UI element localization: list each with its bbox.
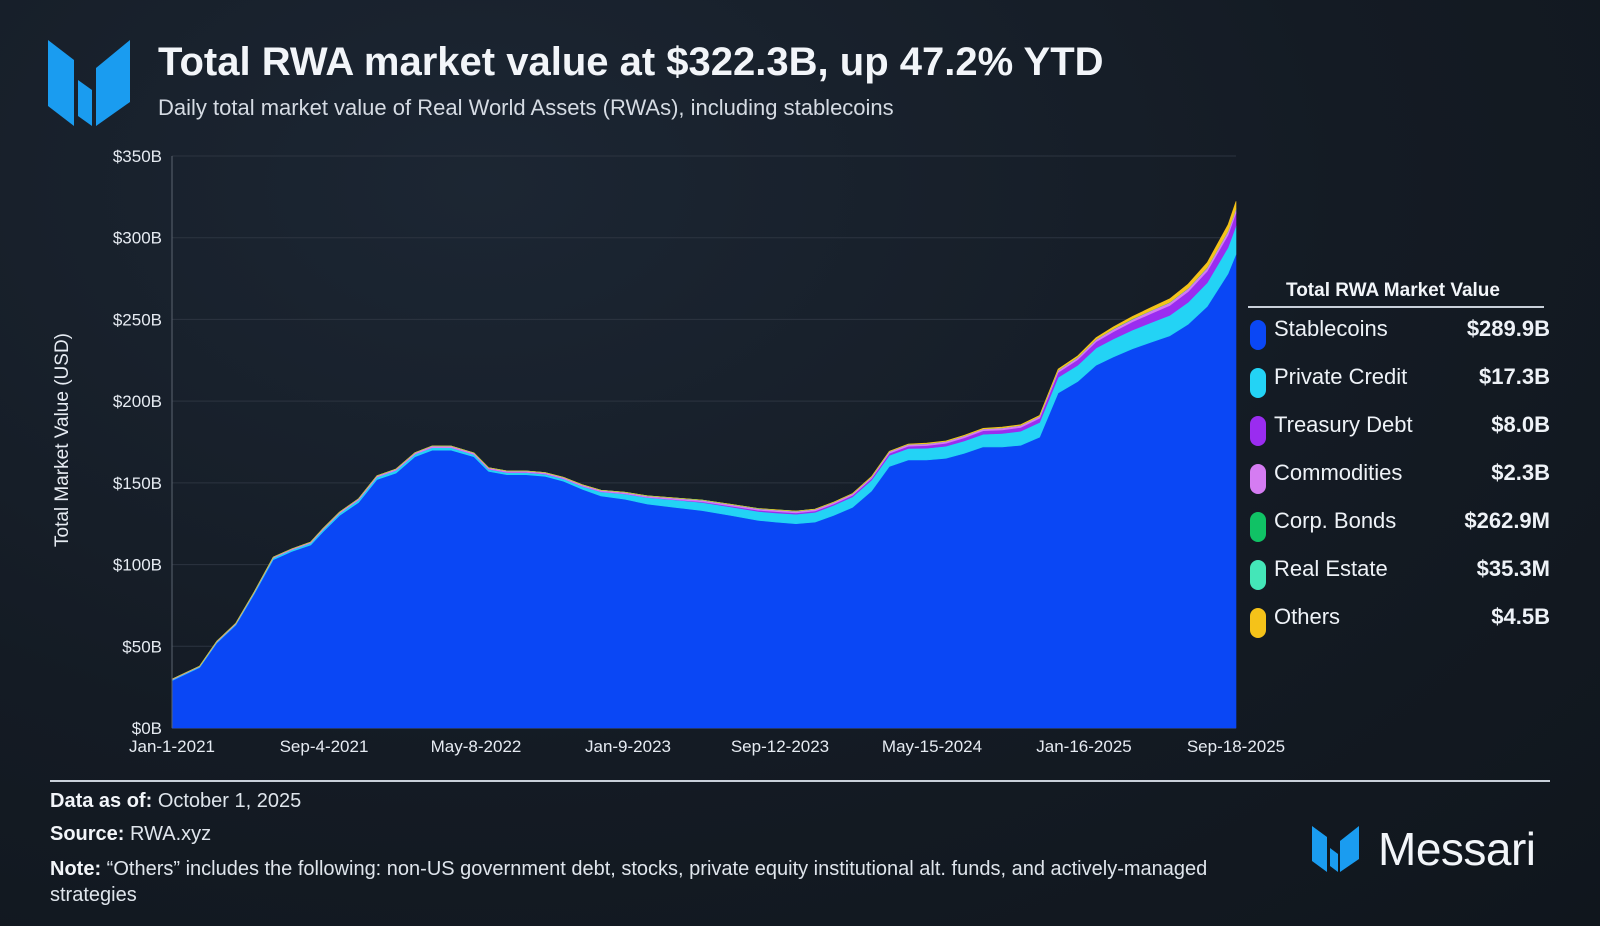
legend-items: Stablecoins $289.9B Private Credit $17.3… xyxy=(1250,312,1550,648)
x-tick-label: Jan-1-2021 xyxy=(129,737,215,756)
legend-item-private-credit: Private Credit $17.3B xyxy=(1250,360,1550,408)
source-value: RWA.xyz xyxy=(130,823,212,845)
x-tick-label: Sep-4-2021 xyxy=(280,737,369,756)
legend-value: $289.9B xyxy=(1466,316,1550,341)
legend-swatch xyxy=(1250,560,1266,590)
legend-item-real-estate: Real Estate $35.3M xyxy=(1250,552,1550,600)
legend-item-treasury-debt: Treasury Debt $8.0B xyxy=(1250,408,1550,456)
messari-brand-logo-icon xyxy=(1312,826,1359,872)
y-tick-label: $300B xyxy=(113,229,162,248)
legend-value: $8.0B xyxy=(1491,412,1550,437)
x-tick-label: Jan-16-2025 xyxy=(1036,737,1131,756)
legend-label: Others xyxy=(1274,604,1341,629)
legend-item-others: Others $4.5B xyxy=(1250,600,1550,648)
x-tick-label: May-15-2024 xyxy=(882,737,982,756)
legend-item-stablecoins: Stablecoins $289.9B xyxy=(1250,312,1550,360)
y-tick-label: $200B xyxy=(113,392,162,411)
source-label: Source: xyxy=(50,823,125,845)
legend-swatch xyxy=(1250,416,1266,446)
source: Source: RWA.xyz xyxy=(50,823,211,846)
x-tick-label: Sep-18-2025 xyxy=(1187,737,1285,756)
note: Note: “Others” includes the following: n… xyxy=(50,856,1290,908)
area-series-stablecoins xyxy=(171,254,1237,729)
legend-swatch xyxy=(1250,464,1266,494)
y-axis-label: Total Market Value (USD) xyxy=(52,333,73,547)
brand-name: Messari xyxy=(1378,823,1536,875)
legend-label: Treasury Debt xyxy=(1274,412,1413,437)
legend-value: $4.5B xyxy=(1491,604,1550,629)
y-tick-label: $250B xyxy=(113,310,162,329)
chart-subtitle: Daily total market value of Real World A… xyxy=(158,95,894,120)
data-as-of: Data as of: October 1, 2025 xyxy=(50,790,301,813)
data-as-of-value: October 1, 2025 xyxy=(157,790,302,812)
chart-area: $0B $50B $100B $150B $200B $250B $300B $350B Jan… xyxy=(52,147,1285,756)
messari-logo-icon xyxy=(48,40,130,126)
legend-title: Total RWA Market Value xyxy=(1286,280,1500,301)
data-as-of-label: Data as of: xyxy=(50,790,153,812)
legend-value: $35.3M xyxy=(1476,556,1550,581)
y-tick-label: $150B xyxy=(113,474,162,493)
y-tick-label: $350B xyxy=(113,147,162,166)
legend-label: Corp. Bonds xyxy=(1274,508,1397,533)
x-tick-label: Jan-9-2023 xyxy=(585,737,671,756)
x-tick-label: Sep-12-2023 xyxy=(731,737,829,756)
y-tick-label: $0B xyxy=(132,719,162,738)
x-tick-label: May-8-2022 xyxy=(431,737,522,756)
legend-swatch xyxy=(1250,368,1266,398)
footer-divider xyxy=(50,780,1550,782)
note-text: “Others” includes the following: non-US … xyxy=(50,858,1208,906)
y-tick-label: $100B xyxy=(113,556,162,575)
legend: Total RWA Market Value Stablecoins $289.… xyxy=(1248,280,1550,648)
stacked-areas xyxy=(171,201,1237,729)
chart-title: Total RWA market value at $322.3B, up 47… xyxy=(158,40,1104,84)
legend-swatch xyxy=(1250,608,1266,638)
y-tick-label: $50B xyxy=(122,637,162,656)
legend-label: Real Estate xyxy=(1274,556,1388,581)
legend-label: Commodities xyxy=(1274,460,1403,485)
legend-item-commodities: Commodities $2.3B xyxy=(1250,456,1550,504)
legend-label: Private Credit xyxy=(1274,364,1408,389)
legend-value: $17.3B xyxy=(1479,364,1550,389)
legend-value: $262.9M xyxy=(1464,508,1550,533)
legend-divider xyxy=(1248,306,1544,308)
area-series-others xyxy=(171,201,1237,680)
axes: $0B $50B $100B $150B $200B $250B $300B $350B Jan… xyxy=(113,147,1285,756)
note-label: Note: xyxy=(50,858,102,880)
legend-swatch xyxy=(1250,512,1266,542)
legend-value: $2.3B xyxy=(1491,460,1550,485)
legend-label: Stablecoins xyxy=(1274,316,1388,341)
legend-swatch xyxy=(1250,320,1266,350)
legend-item-corp-bonds: Corp. Bonds $262.9M xyxy=(1250,504,1550,552)
